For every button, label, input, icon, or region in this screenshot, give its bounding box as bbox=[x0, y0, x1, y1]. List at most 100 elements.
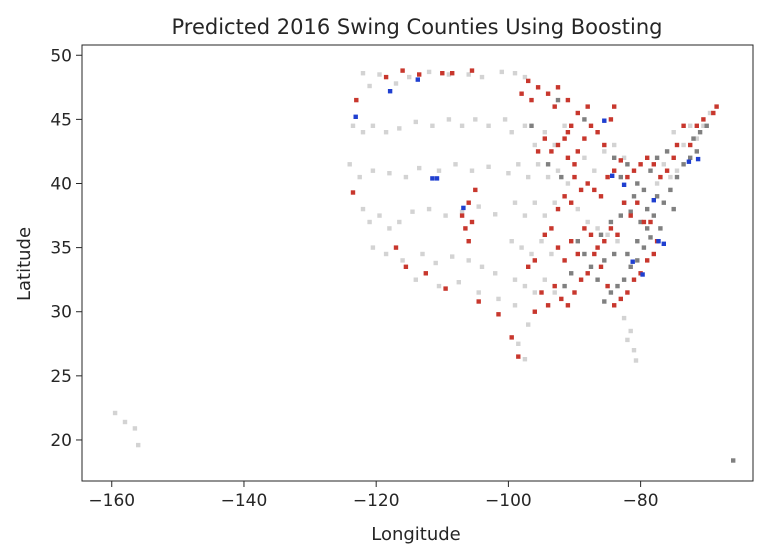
point-flip_republican bbox=[509, 335, 514, 340]
x-tick-label: −160 bbox=[88, 491, 135, 511]
point-flip_republican bbox=[555, 206, 561, 212]
point-not_swing bbox=[357, 174, 362, 180]
point-flip_democrat bbox=[430, 176, 435, 181]
point-flip_republican bbox=[688, 142, 693, 148]
point-not_swing bbox=[633, 358, 639, 363]
point-flip_republican bbox=[598, 194, 604, 199]
point-flip_republican bbox=[582, 136, 587, 141]
point-not_swing bbox=[522, 213, 528, 218]
point-flip_republican bbox=[393, 245, 399, 250]
point-not_swing bbox=[542, 277, 547, 282]
point-not_swing bbox=[367, 219, 372, 225]
point-predicted_swing bbox=[598, 232, 604, 237]
point-not_swing bbox=[605, 232, 610, 237]
y-tick-label: 25 bbox=[50, 367, 72, 387]
point-flip_democrat bbox=[602, 118, 607, 123]
point-flip_republican bbox=[674, 142, 680, 148]
point-flip_republican bbox=[569, 239, 574, 244]
point-flip_republican bbox=[450, 71, 455, 76]
point-predicted_swing bbox=[654, 155, 660, 160]
point-flip_republican bbox=[575, 110, 580, 116]
point-predicted_swing bbox=[668, 187, 673, 193]
axes-frame bbox=[81, 44, 754, 482]
point-predicted_swing bbox=[618, 213, 623, 218]
point-flip_republican bbox=[615, 232, 620, 237]
point-not_swing bbox=[654, 181, 660, 186]
point-flip_republican bbox=[562, 136, 567, 141]
point-not_swing bbox=[522, 357, 528, 362]
point-flip_republican bbox=[469, 68, 475, 73]
point-not_swing bbox=[509, 239, 514, 244]
point-not_swing bbox=[509, 130, 514, 135]
point-flip_republican bbox=[496, 312, 501, 317]
point-not_swing bbox=[506, 171, 511, 176]
point-flip_republican bbox=[605, 174, 610, 180]
point-not_swing bbox=[413, 277, 418, 282]
point-flip_republican bbox=[651, 251, 656, 257]
point-not_swing bbox=[466, 72, 471, 77]
point-predicted_swing bbox=[664, 149, 670, 154]
point-flip_democrat bbox=[661, 241, 666, 246]
point-not_swing bbox=[387, 226, 392, 231]
chart-title: Predicted 2016 Swing Counties Using Boos… bbox=[172, 15, 663, 39]
point-flip_republican bbox=[555, 85, 561, 90]
x-tick-label: −120 bbox=[353, 491, 400, 511]
point-not_swing bbox=[360, 130, 366, 135]
point-predicted_swing bbox=[674, 174, 680, 180]
point-flip_republican bbox=[516, 354, 521, 359]
point-flip_republican bbox=[621, 200, 627, 205]
x-tick-label: −80 bbox=[623, 491, 659, 511]
point-flip_republican bbox=[572, 174, 577, 180]
point-not_swing bbox=[595, 226, 600, 231]
point-predicted_swing bbox=[588, 264, 594, 269]
point-not_swing bbox=[625, 337, 630, 343]
point-flip_republican bbox=[555, 142, 561, 148]
point-predicted_swing bbox=[615, 283, 620, 289]
point-not_swing bbox=[476, 204, 481, 209]
point-not_swing bbox=[532, 290, 537, 295]
point-not_swing bbox=[549, 251, 554, 257]
point-flip_republican bbox=[628, 213, 633, 218]
point-predicted_swing bbox=[691, 136, 696, 141]
point-predicted_swing bbox=[651, 213, 656, 218]
point-not_swing bbox=[360, 71, 366, 76]
point-predicted_swing bbox=[628, 264, 633, 269]
point-predicted_swing bbox=[638, 219, 643, 225]
point-not_swing bbox=[426, 206, 432, 212]
point-predicted_swing bbox=[654, 194, 660, 199]
point-flip_republican bbox=[701, 117, 706, 122]
point-flip_republican bbox=[648, 219, 653, 225]
point-not_swing bbox=[631, 348, 637, 353]
point-flip_republican bbox=[694, 123, 699, 128]
point-flip_democrat bbox=[461, 205, 466, 211]
point-predicted_swing bbox=[641, 187, 647, 193]
point-not_swing bbox=[132, 426, 138, 431]
point-not_swing bbox=[542, 130, 547, 135]
point-not_swing bbox=[522, 123, 528, 128]
series-flip_democrat bbox=[353, 77, 701, 277]
point-predicted_swing bbox=[635, 239, 640, 244]
point-not_swing bbox=[413, 119, 418, 125]
point-not_swing bbox=[493, 212, 498, 217]
point-not_swing bbox=[476, 290, 481, 295]
point-predicted_swing bbox=[635, 258, 640, 263]
point-not_swing bbox=[443, 213, 448, 218]
point-flip_republican bbox=[565, 97, 571, 103]
point-not_swing bbox=[446, 72, 452, 77]
point-not_swing bbox=[426, 69, 432, 75]
point-not_swing bbox=[674, 168, 680, 173]
point-predicted_swing bbox=[559, 174, 564, 180]
point-flip_republican bbox=[542, 136, 547, 141]
point-flip_republican bbox=[618, 296, 623, 302]
point-flip_republican bbox=[618, 158, 623, 163]
point-flip_republican bbox=[555, 245, 561, 250]
point-flip_republican bbox=[417, 72, 422, 77]
point-flip_republican bbox=[595, 245, 600, 250]
point-flip_republican bbox=[532, 258, 537, 263]
point-predicted_swing bbox=[697, 130, 703, 135]
point-flip_democrat bbox=[630, 259, 635, 264]
point-predicted_swing bbox=[562, 283, 567, 289]
point-not_swing bbox=[469, 168, 475, 173]
point-predicted_swing bbox=[618, 174, 623, 180]
